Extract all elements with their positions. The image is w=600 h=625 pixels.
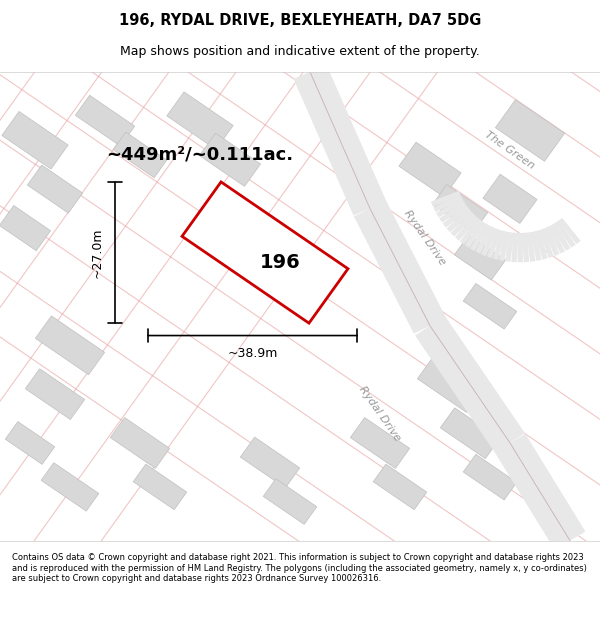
Polygon shape xyxy=(505,232,514,262)
Polygon shape xyxy=(494,434,586,549)
Polygon shape xyxy=(499,231,510,261)
Polygon shape xyxy=(463,454,517,500)
Polygon shape xyxy=(475,225,494,254)
Polygon shape xyxy=(526,232,535,262)
Polygon shape xyxy=(28,165,83,213)
Text: ~449m²/~0.111ac.: ~449m²/~0.111ac. xyxy=(106,146,293,164)
Polygon shape xyxy=(465,221,486,248)
Polygon shape xyxy=(0,206,50,251)
Text: 196, RYDAL DRIVE, BEXLEYHEATH, DA7 5DG: 196, RYDAL DRIVE, BEXLEYHEATH, DA7 5DG xyxy=(119,12,481,28)
Polygon shape xyxy=(543,227,559,256)
Polygon shape xyxy=(41,462,99,511)
Polygon shape xyxy=(470,223,490,251)
Polygon shape xyxy=(551,223,571,251)
Polygon shape xyxy=(493,230,506,260)
Polygon shape xyxy=(496,99,565,161)
Polygon shape xyxy=(539,229,554,258)
Polygon shape xyxy=(440,408,500,459)
Polygon shape xyxy=(182,182,348,323)
Polygon shape xyxy=(463,284,517,329)
Polygon shape xyxy=(5,422,55,464)
Text: 196: 196 xyxy=(260,253,301,272)
Polygon shape xyxy=(133,464,187,510)
Polygon shape xyxy=(433,184,488,232)
Polygon shape xyxy=(439,202,467,222)
Polygon shape xyxy=(446,209,473,232)
Polygon shape xyxy=(113,132,167,178)
Polygon shape xyxy=(241,437,299,488)
Polygon shape xyxy=(373,464,427,510)
Polygon shape xyxy=(110,418,170,468)
Polygon shape xyxy=(76,95,134,146)
Polygon shape xyxy=(487,229,502,258)
Polygon shape xyxy=(530,231,542,261)
Polygon shape xyxy=(558,218,581,244)
Polygon shape xyxy=(431,191,461,206)
Polygon shape xyxy=(436,199,465,217)
Polygon shape xyxy=(167,92,233,149)
Polygon shape xyxy=(350,418,410,468)
Polygon shape xyxy=(554,221,576,248)
Polygon shape xyxy=(451,213,476,236)
Text: Contains OS data © Crown copyright and database right 2021. This information is : Contains OS data © Crown copyright and d… xyxy=(12,553,587,583)
Text: Rydal Drive: Rydal Drive xyxy=(402,209,448,268)
Polygon shape xyxy=(443,206,470,228)
Text: The Green: The Green xyxy=(484,129,536,171)
Text: Rydal Drive: Rydal Drive xyxy=(357,384,403,443)
Polygon shape xyxy=(460,218,482,244)
Polygon shape xyxy=(399,142,461,197)
Polygon shape xyxy=(522,232,529,262)
Polygon shape xyxy=(293,65,386,216)
Polygon shape xyxy=(354,201,446,334)
Polygon shape xyxy=(535,230,548,259)
Polygon shape xyxy=(454,235,506,280)
Polygon shape xyxy=(25,369,85,419)
Polygon shape xyxy=(483,174,537,223)
Polygon shape xyxy=(415,316,525,452)
Polygon shape xyxy=(433,195,463,212)
Text: ~27.0m: ~27.0m xyxy=(91,228,104,278)
Text: Map shows position and indicative extent of the property.: Map shows position and indicative extent… xyxy=(120,45,480,58)
Polygon shape xyxy=(455,215,479,241)
Polygon shape xyxy=(511,232,518,262)
Polygon shape xyxy=(263,479,317,524)
Polygon shape xyxy=(547,225,565,254)
Polygon shape xyxy=(199,133,260,186)
Polygon shape xyxy=(418,356,482,412)
Polygon shape xyxy=(2,111,68,169)
Text: ~38.9m: ~38.9m xyxy=(227,347,278,359)
Polygon shape xyxy=(35,316,104,375)
Polygon shape xyxy=(481,227,497,256)
Polygon shape xyxy=(518,233,523,262)
